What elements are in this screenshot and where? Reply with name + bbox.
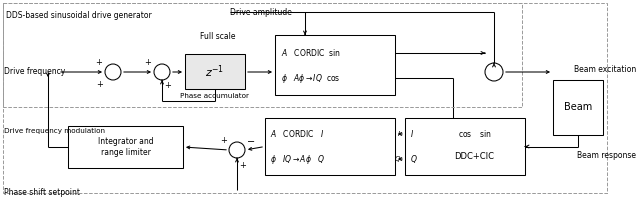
Text: Phase shift setpoint: Phase shift setpoint (4, 188, 80, 197)
Bar (68, 126, 183, 168)
Text: Integrator and
range limiter: Integrator and range limiter (98, 137, 154, 157)
Text: $z^{-1}$: $z^{-1}$ (205, 63, 225, 80)
Text: Beam response: Beam response (577, 151, 636, 161)
Text: Beam excitation: Beam excitation (573, 65, 636, 74)
Text: DDC+CIC: DDC+CIC (454, 152, 495, 161)
Circle shape (154, 64, 170, 80)
Bar (405, 118, 525, 175)
Text: $Q$: $Q$ (394, 154, 401, 164)
Bar (3, 3, 522, 107)
Text: $\cos$   $\sin$: $\cos$ $\sin$ (458, 129, 492, 139)
Circle shape (229, 142, 245, 158)
Text: $I$: $I$ (397, 130, 401, 139)
Text: Full scale: Full scale (200, 32, 236, 41)
Text: $+$: $+$ (95, 57, 103, 67)
Text: $+$: $+$ (96, 79, 104, 89)
Text: $A$   CORDIC  $\sin$: $A$ CORDIC $\sin$ (281, 48, 341, 59)
Text: Beam: Beam (564, 102, 592, 112)
Text: $A$   CORDIC   $I$: $A$ CORDIC $I$ (270, 129, 324, 139)
Circle shape (485, 63, 503, 81)
Text: $I$: $I$ (410, 129, 414, 139)
Text: $\phi$   $IQ \rightarrow A\phi$   $Q$: $\phi$ $IQ \rightarrow A\phi$ $Q$ (270, 153, 325, 166)
Text: Drive frequency modulation: Drive frequency modulation (4, 128, 105, 134)
Text: DDS-based sinusoidal drive generator: DDS-based sinusoidal drive generator (6, 11, 152, 20)
Text: Phase accumulator: Phase accumulator (180, 93, 250, 99)
Bar (275, 35, 395, 95)
Text: $Q$: $Q$ (410, 153, 418, 165)
Text: $+$: $+$ (144, 57, 152, 67)
Circle shape (105, 64, 121, 80)
Bar (553, 80, 603, 135)
Bar (185, 54, 245, 89)
Text: $+$: $+$ (220, 135, 228, 145)
Text: $+$: $+$ (164, 80, 172, 90)
Bar (265, 118, 395, 175)
Text: Drive frequency: Drive frequency (4, 67, 65, 76)
Text: Drive amplitude: Drive amplitude (230, 8, 292, 17)
Text: $+$: $+$ (239, 160, 247, 170)
Text: $\phi$   $A\phi \rightarrow IQ$  $\cos$: $\phi$ $A\phi \rightarrow IQ$ $\cos$ (281, 72, 340, 85)
Text: $-$: $-$ (246, 135, 255, 145)
